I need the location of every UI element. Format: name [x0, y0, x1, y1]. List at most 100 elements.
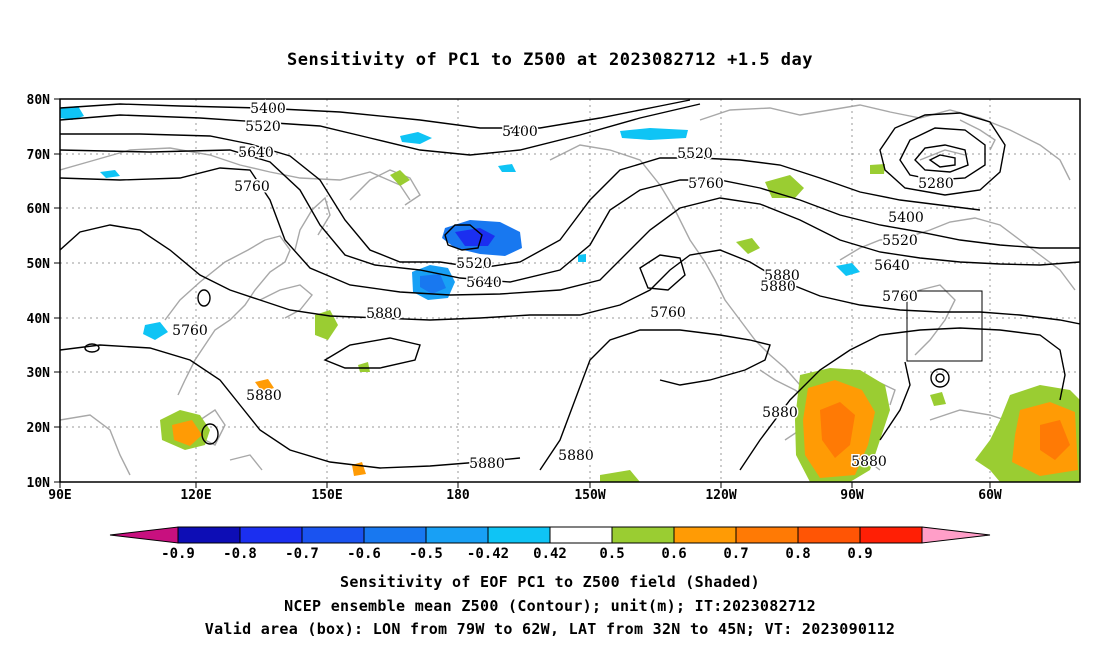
contour-label: 5400: [502, 124, 538, 140]
lon-label: 90W: [840, 488, 864, 503]
negative-sensitivity-patch: [620, 128, 688, 140]
positive-sensitivity-patch: [172, 420, 202, 446]
contour-label: 5880: [762, 405, 798, 421]
positive-sensitivity-patch: [358, 362, 370, 372]
contour-label: 5400: [250, 101, 286, 117]
contour-label: 5640: [466, 275, 502, 291]
positive-sensitivity-patch: [820, 402, 855, 458]
negative-sensitivity-patch: [60, 106, 84, 120]
colorbar-cell: [109, 526, 179, 544]
negative-sensitivity-patch: [400, 132, 432, 144]
contour-label: 5760: [688, 176, 724, 192]
lon-label: 150E: [311, 488, 342, 503]
positive-sensitivity-patch: [315, 310, 338, 340]
positive-sensitivity-patch: [255, 379, 274, 392]
contour-label: 5880: [764, 268, 800, 284]
colorbar-cell: [239, 526, 303, 544]
colorbar-cell: [859, 526, 923, 544]
lon-labels: 90E 120E 150E 180 150W 120W 90W 60W: [48, 488, 1002, 503]
colorbar-tick-label: -0.6: [347, 546, 381, 562]
positive-sensitivity-patch: [930, 392, 946, 406]
colorbar-tick-label: 0.5: [599, 546, 624, 562]
negative-sensitivity-patch: [100, 170, 120, 178]
colorbar-cell: [797, 526, 861, 544]
lat-lon-grid: [60, 99, 1080, 482]
lat-label: 30N: [27, 366, 51, 381]
colorbar-cell: [425, 526, 489, 544]
colorbar-tick-label: -0.7: [285, 546, 319, 562]
footer-line-3: Valid area (box): LON from 79W to 62W, L…: [204, 620, 896, 638]
colorbar-tick-label: 0.6: [661, 546, 686, 562]
colorbar-tick-label: -0.8: [223, 546, 257, 562]
footer-line-2: NCEP ensemble mean Z500 (Contour); unit(…: [284, 597, 816, 615]
lat-label: 50N: [27, 257, 51, 272]
lat-label: 20N: [27, 421, 51, 436]
contour-label: 5880: [851, 454, 887, 470]
contour-label: 5520: [245, 119, 281, 135]
coastlines: [60, 104, 1080, 476]
lon-label: 150W: [574, 488, 605, 503]
positive-sensitivity-patch: [765, 175, 804, 198]
contour-label: 5760: [882, 289, 918, 305]
positive-sensitivity-patch: [1040, 420, 1070, 460]
lon-label: 120E: [180, 488, 211, 503]
contour-label: 5880: [760, 279, 796, 295]
map-ticks: [54, 98, 991, 488]
contour-label: 5640: [238, 145, 274, 161]
contour-label: 5640: [874, 258, 910, 274]
lon-label: 90E: [48, 488, 71, 503]
lon-label: 60W: [978, 488, 1002, 503]
contour-label: 5520: [882, 233, 918, 249]
contour-label: 5880: [246, 388, 282, 404]
positive-sensitivity-patch: [600, 470, 640, 482]
contour-label: 5760: [172, 323, 208, 339]
positive-sensitivity-patch: [736, 238, 760, 254]
colorbar-tick-label: -0.42: [467, 546, 509, 562]
colorbar-tick-label: 0.8: [785, 546, 810, 562]
contour-label: 5880: [366, 306, 402, 322]
lat-label: 60N: [27, 202, 51, 217]
contour-label: 5520: [456, 256, 492, 272]
colorbar-cell: [487, 526, 551, 544]
colorbar-cell: [177, 526, 241, 544]
colorbar-tick-label: 0.42: [533, 546, 567, 562]
negative-sensitivity-patch: [455, 228, 495, 246]
map-title: Sensitivity of PC1 to Z500 at 2023082712…: [286, 50, 813, 70]
lat-label: 40N: [27, 312, 51, 327]
sensitivity-shading: [60, 106, 1080, 482]
lat-labels: 80N 70N 60N 50N 40N 30N 20N 10N: [27, 93, 51, 491]
colorbar-tick-label: 0.9: [847, 546, 872, 562]
contour-label: 5760: [650, 305, 686, 321]
negative-sensitivity-patch: [420, 274, 446, 294]
contour-label: 5880: [558, 448, 594, 464]
lon-label: 180: [446, 488, 470, 503]
contour-label: 5280: [918, 176, 954, 192]
contour-label: 5400: [888, 210, 924, 226]
contour-label: 5760: [234, 179, 270, 195]
colorbar-cell: [549, 526, 613, 544]
colorbar-tick-label: -0.9: [161, 546, 195, 562]
positive-sensitivity-patch: [870, 164, 885, 174]
colorbar-tick-label: -0.5: [409, 546, 443, 562]
contour-label: 5880: [469, 456, 505, 472]
lat-label: 10N: [27, 476, 51, 491]
colorbar-tick-label: 0.7: [723, 546, 748, 562]
colorbar-cell: [301, 526, 365, 544]
colorbar-cell: [611, 526, 675, 544]
negative-sensitivity-patch: [143, 322, 168, 340]
colorbar-cell: [673, 526, 737, 544]
z500-contours: [60, 99, 1080, 471]
colorbar: -0.9 -0.8 -0.7 -0.6 -0.5 -0.42 0.42 0.5 0.6 0.7 0.…: [109, 526, 991, 562]
positive-sensitivity-patch: [352, 462, 366, 476]
positive-sensitivity-patch: [390, 170, 410, 186]
negative-sensitivity-patch: [836, 263, 860, 276]
negative-sensitivity-patch: [498, 164, 516, 172]
contour-labels: 5400 5520 5640 5760 5400 5520 5760 5520 …: [171, 100, 956, 474]
lon-label: 120W: [705, 488, 736, 503]
colorbar-cell: [921, 526, 991, 544]
negative-sensitivity-patch: [578, 254, 586, 262]
lat-label: 80N: [27, 93, 51, 108]
map-frame: [59, 98, 1081, 483]
lat-label: 70N: [27, 148, 51, 163]
